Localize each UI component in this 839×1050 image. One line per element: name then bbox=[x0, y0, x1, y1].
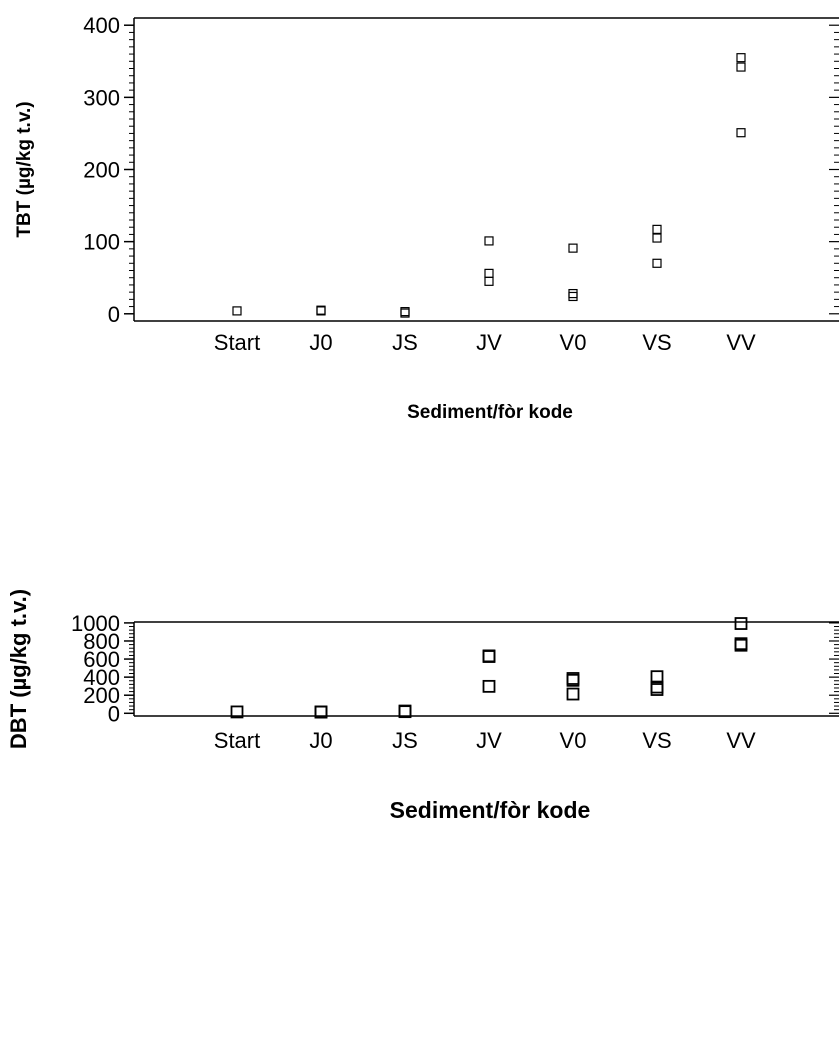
data-point bbox=[482, 650, 496, 663]
data-point bbox=[652, 258, 662, 268]
y-tick-label: 400 bbox=[83, 13, 120, 38]
data-point bbox=[566, 673, 580, 687]
data-point bbox=[734, 638, 748, 652]
data-point bbox=[734, 617, 748, 630]
data-point bbox=[652, 224, 662, 234]
y-tick-label: 800 bbox=[83, 629, 120, 654]
x-tick-label: J0 bbox=[309, 330, 332, 355]
data-point bbox=[736, 62, 746, 72]
x-tick-label: VS bbox=[642, 330, 671, 355]
chart-1: 0 100 200 300 400 Start J0 JS JV V0 VS VV Sediment/f… bbox=[14, 13, 839, 423]
x-tick-label: JS bbox=[392, 728, 418, 753]
data-point bbox=[650, 683, 664, 696]
data-point bbox=[400, 308, 410, 318]
y-tick-label: 1000 bbox=[71, 611, 120, 636]
data-point bbox=[650, 670, 664, 684]
y-tick-label: 0 bbox=[108, 302, 120, 327]
x-axis-title: Sediment/fòr kode bbox=[407, 402, 573, 423]
x-tick-label: JS bbox=[392, 330, 418, 355]
data-point bbox=[230, 705, 244, 719]
data-point bbox=[568, 288, 578, 299]
y-axis-title: TBT (µg/kg t.v.) bbox=[14, 101, 35, 237]
x-tick-label: V0 bbox=[560, 728, 587, 753]
data-point bbox=[484, 236, 494, 246]
data-point bbox=[484, 268, 494, 278]
data-point bbox=[484, 276, 494, 286]
x-tick-label: VV bbox=[726, 330, 756, 355]
y-tick-label: 0 bbox=[108, 701, 120, 726]
x-tick-label: VS bbox=[642, 728, 671, 753]
data-point bbox=[566, 687, 580, 701]
y-tick-label: 200 bbox=[83, 683, 120, 708]
data-point bbox=[652, 233, 662, 243]
y-axis-title: DBT (µg/kg t.v.) bbox=[6, 589, 31, 749]
x-tick-label: Start bbox=[214, 728, 260, 753]
data-point bbox=[398, 704, 412, 718]
y-tick-label: 600 bbox=[83, 647, 120, 672]
data-point bbox=[232, 306, 242, 316]
data-point bbox=[568, 291, 578, 302]
y-tick-label: 300 bbox=[83, 85, 120, 110]
x-tick-label: J0 bbox=[309, 728, 332, 753]
x-tick-label: V0 bbox=[560, 330, 587, 355]
data-point bbox=[482, 679, 496, 693]
data-point bbox=[398, 705, 412, 719]
x-axis-title: Sediment/fòr kode bbox=[390, 797, 591, 823]
y-tick-label: 200 bbox=[83, 158, 120, 183]
data-point bbox=[482, 649, 496, 663]
x-tick-label: JV bbox=[476, 728, 502, 753]
data-point bbox=[736, 53, 746, 63]
data-point bbox=[736, 128, 746, 138]
y-tick-label: 100 bbox=[83, 230, 120, 255]
y-tick-label: 400 bbox=[83, 665, 120, 690]
x-tick-label: Start bbox=[214, 330, 260, 355]
data-point bbox=[568, 243, 578, 253]
data-point bbox=[316, 306, 326, 316]
x-tick-label: VV bbox=[726, 728, 756, 753]
x-tick-label: JV bbox=[476, 330, 502, 355]
data-point bbox=[314, 705, 328, 719]
